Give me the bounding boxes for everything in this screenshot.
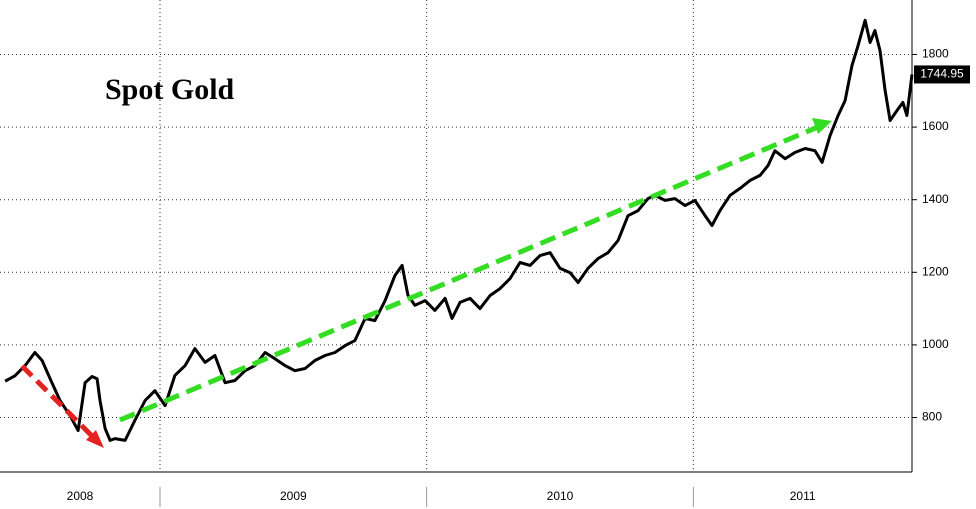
grid <box>0 0 912 472</box>
price-line <box>4 18 914 442</box>
plot <box>4 18 914 442</box>
green-arrow <box>119 124 819 423</box>
green-arrowhead <box>812 118 832 134</box>
y-tick-label: 800 <box>922 410 942 424</box>
x-tick-label: 2011 <box>790 489 816 503</box>
x-tick-label: 2010 <box>547 489 574 503</box>
y-tick-label: 1400 <box>922 192 949 206</box>
chart-title: Spot Gold <box>105 73 235 106</box>
y-tick-label: 1200 <box>922 264 949 278</box>
y-tick-label: 1000 <box>922 337 949 351</box>
y-tick-label: 1800 <box>922 47 949 61</box>
last-value-box <box>914 65 970 84</box>
x-tick-label: 2009 <box>280 489 307 503</box>
red-arrow <box>20 364 98 442</box>
x-tick-label: 2008 <box>67 489 94 503</box>
y-tick-label: 1600 <box>922 119 949 133</box>
red-arrowhead <box>86 430 104 448</box>
last-value-label: 1744.95 <box>920 67 964 81</box>
